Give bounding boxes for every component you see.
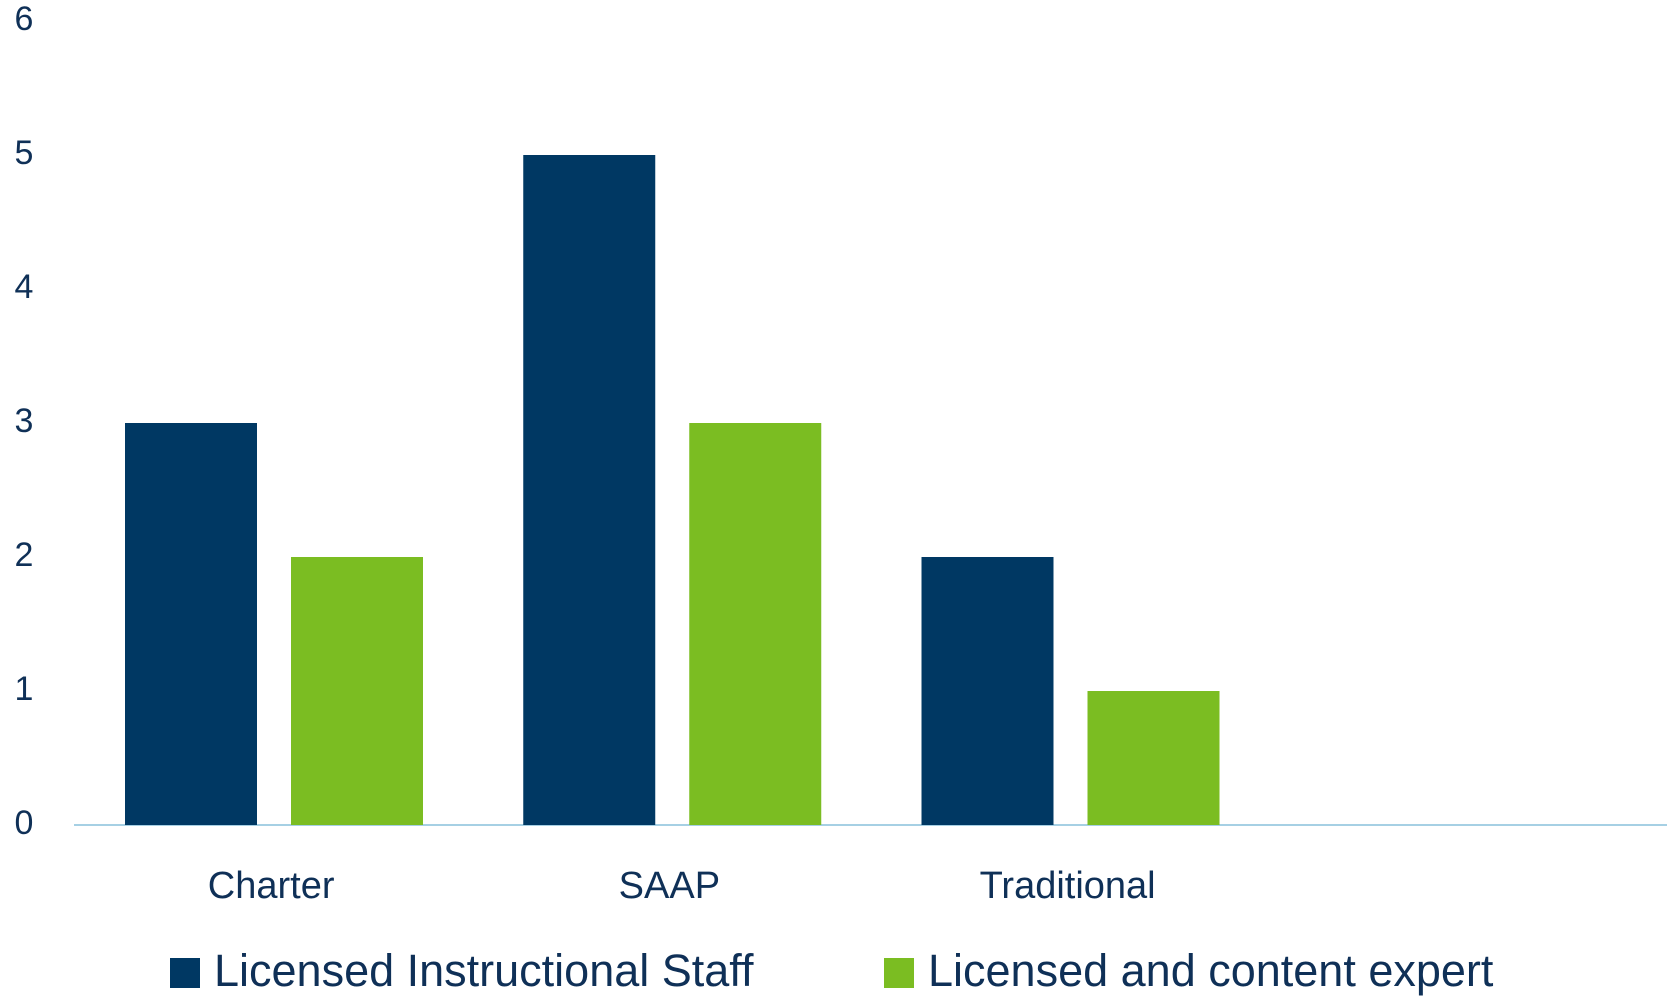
bar (1087, 691, 1220, 825)
y-tick-label: 3 (15, 402, 34, 440)
y-tick-label: 5 (15, 134, 34, 172)
y-tick-label: 4 (15, 268, 34, 306)
y-tick-label: 0 (15, 804, 34, 842)
legend-swatch (884, 958, 914, 988)
bar (291, 557, 423, 825)
bar (689, 423, 822, 825)
legend-label: Licensed and content expert (928, 945, 1494, 996)
bar (125, 423, 257, 825)
y-tick-label: 2 (15, 536, 34, 574)
legend-label: Licensed Instructional Staff (214, 945, 754, 996)
bar (523, 155, 656, 825)
legend-swatch (170, 958, 200, 988)
y-tick-label: 1 (15, 670, 34, 708)
x-tick-label: SAAP (619, 865, 720, 907)
bar (921, 557, 1054, 825)
x-tick-label: Traditional (980, 865, 1156, 907)
x-tick-label: Charter (208, 865, 335, 907)
y-tick-label: 6 (15, 0, 34, 38)
